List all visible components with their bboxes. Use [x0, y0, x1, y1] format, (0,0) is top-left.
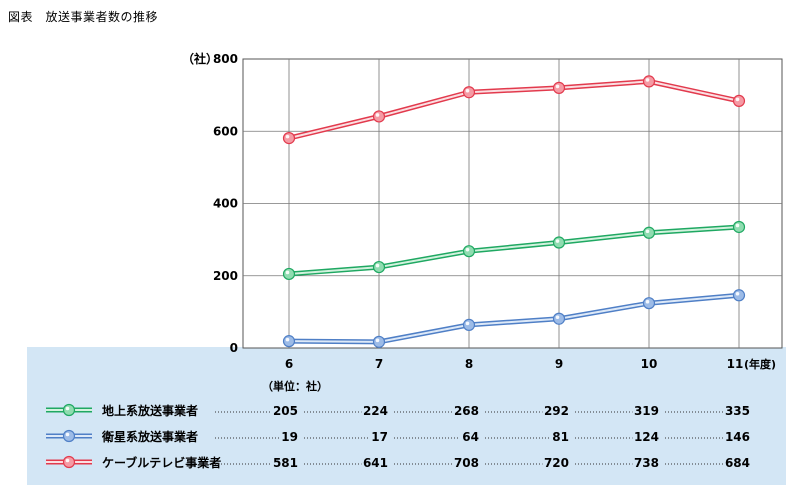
legend-marker-highlight	[65, 406, 70, 411]
table-value: 684	[725, 456, 750, 470]
data-point	[642, 226, 656, 239]
table-value: 205	[273, 404, 298, 418]
table-value: 581	[273, 456, 298, 470]
data-table-panel	[27, 347, 786, 485]
data-point	[372, 335, 386, 348]
data-point	[282, 132, 296, 145]
legend-label: ケーブルテレビ事業者	[102, 455, 221, 470]
y-tick-label: 800	[213, 52, 238, 66]
data-point-highlight	[735, 291, 740, 296]
y-tick-label: 600	[213, 124, 238, 138]
table-value: 268	[454, 404, 479, 418]
data-point-highlight	[555, 239, 560, 243]
data-point-highlight	[285, 270, 290, 275]
data-point	[462, 318, 476, 331]
legend-label: 衛星系放送事業者	[101, 429, 198, 444]
table-value: 224	[363, 404, 388, 418]
x-tick-label: 10	[641, 357, 658, 371]
data-point-highlight	[285, 337, 290, 342]
data-point-highlight	[465, 247, 470, 252]
data-point-highlight	[465, 88, 470, 93]
table-value: 17	[371, 430, 388, 444]
data-point-highlight	[645, 78, 650, 82]
data-point	[642, 297, 656, 310]
table-value: 641	[363, 456, 388, 470]
data-point-highlight	[735, 97, 740, 102]
data-point-highlight	[555, 84, 560, 89]
y-tick-label: 200	[213, 269, 238, 283]
legend-marker-icon	[62, 429, 76, 443]
data-point-highlight	[465, 321, 470, 326]
data-point	[372, 110, 386, 123]
table-value: 292	[544, 404, 569, 418]
series-line-inner	[288, 294, 740, 343]
x-tick-label: 6	[285, 357, 293, 371]
data-point-highlight	[375, 263, 380, 268]
table-value: 319	[634, 404, 659, 418]
data-point	[732, 289, 746, 302]
table-value: 64	[462, 430, 479, 444]
y-tick-label: 0	[230, 341, 238, 355]
table-value: 19	[281, 430, 298, 444]
x-tick-label: 11	[727, 357, 744, 371]
legend-marker-icon	[62, 403, 76, 417]
table-value: 708	[454, 456, 479, 470]
data-point	[732, 94, 746, 108]
data-point-highlight	[555, 315, 560, 320]
data-point	[642, 75, 656, 88]
table-value: 335	[725, 404, 750, 418]
series-line-inner	[288, 225, 740, 275]
table-value: 738	[634, 456, 659, 470]
data-point	[282, 267, 296, 281]
y-axis-unit: （社）	[182, 51, 218, 66]
data-point-highlight	[375, 113, 380, 117]
table-value: 720	[544, 456, 569, 470]
legend-marker-icon	[62, 455, 76, 469]
series-line-inner	[288, 80, 740, 140]
data-point	[372, 260, 386, 274]
x-tick-label: 9	[555, 357, 563, 371]
data-point-highlight	[735, 223, 740, 228]
data-point	[282, 335, 296, 348]
legend-marker-highlight	[65, 458, 70, 463]
table-value: 124	[634, 430, 659, 444]
data-point	[552, 312, 566, 325]
table-value: 81	[552, 430, 569, 444]
table-value: 146	[725, 430, 750, 444]
data-point-highlight	[645, 299, 650, 304]
data-point	[552, 81, 566, 95]
data-point	[732, 220, 746, 234]
x-tick-label: 7	[375, 357, 383, 371]
table-unit-label: （単位：社）	[262, 379, 328, 393]
data-point-highlight	[285, 134, 290, 139]
figure-title: 図表 放送事業者数の推移	[8, 10, 159, 24]
legend-label: 地上系放送事業者	[102, 403, 198, 418]
y-tick-label: 400	[213, 197, 238, 211]
data-point-highlight	[645, 229, 650, 234]
data-point	[462, 86, 476, 99]
data-point	[462, 245, 476, 258]
legend-marker-highlight	[65, 432, 70, 437]
x-tick-label: 8	[465, 357, 473, 371]
data-point-highlight	[375, 338, 380, 343]
x-axis-suffix: (年度)	[744, 357, 776, 371]
data-point	[552, 236, 566, 249]
